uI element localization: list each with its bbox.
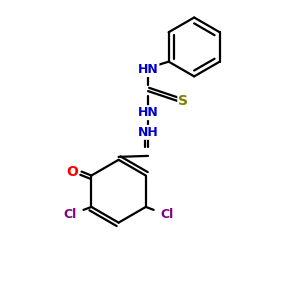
Text: O: O [66, 165, 78, 178]
Text: HN: HN [138, 63, 158, 76]
Text: Cl: Cl [161, 208, 174, 221]
Text: Cl: Cl [63, 208, 76, 221]
Text: NH: NH [138, 126, 158, 139]
Text: HN: HN [138, 106, 158, 119]
Text: S: S [178, 94, 188, 108]
